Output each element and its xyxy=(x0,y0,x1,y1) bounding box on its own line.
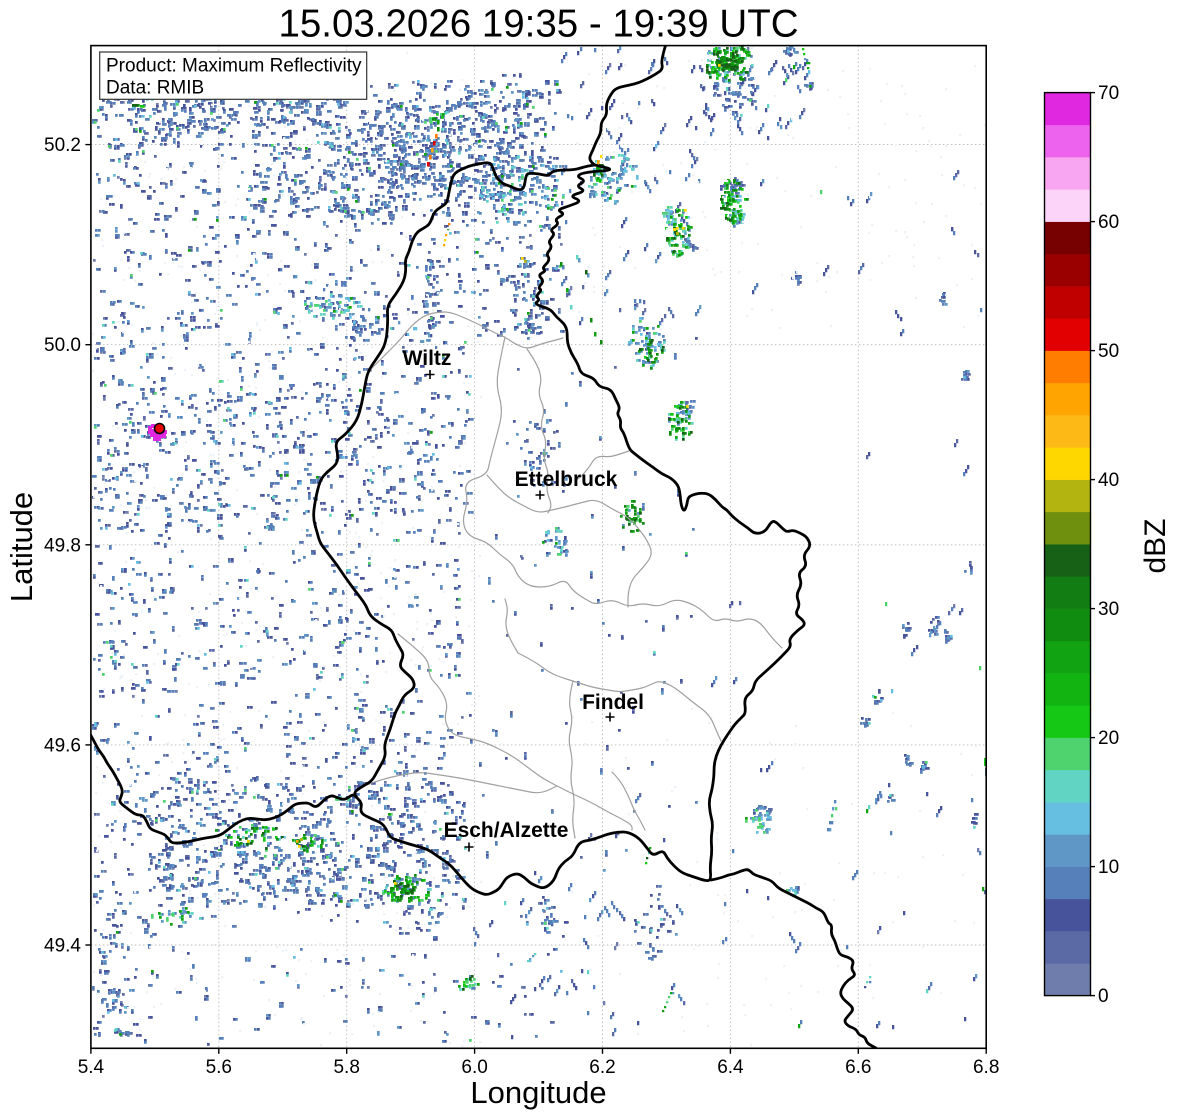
svg-text:6.2: 6.2 xyxy=(589,1057,615,1078)
svg-text:49.4: 49.4 xyxy=(44,936,81,957)
svg-text:6.4: 6.4 xyxy=(717,1057,744,1078)
svg-text:Ettelbruck: Ettelbruck xyxy=(515,468,618,491)
svg-text:Data: RMIB: Data: RMIB xyxy=(106,78,204,99)
svg-text:5.8: 5.8 xyxy=(333,1057,359,1078)
svg-text:50.0: 50.0 xyxy=(44,335,81,356)
svg-text:50: 50 xyxy=(1098,341,1119,362)
svg-text:49.6: 49.6 xyxy=(44,735,81,756)
svg-text:49.8: 49.8 xyxy=(44,535,81,556)
svg-text:6.8: 6.8 xyxy=(973,1057,999,1078)
svg-text:30: 30 xyxy=(1098,599,1119,620)
svg-text:10: 10 xyxy=(1098,857,1119,878)
svg-text:0: 0 xyxy=(1098,986,1109,1007)
svg-text:Product: Maximum Reflectivity: Product: Maximum Reflectivity xyxy=(106,56,362,77)
svg-text:50.2: 50.2 xyxy=(44,135,81,156)
svg-text:Wiltz: Wiltz xyxy=(403,347,452,370)
svg-text:60: 60 xyxy=(1098,212,1119,233)
svg-text:Latitude: Latitude xyxy=(4,492,39,602)
svg-text:5.4: 5.4 xyxy=(78,1057,105,1078)
svg-text:15.03.2026 19:35 - 19:39 UTC: 15.03.2026 19:35 - 19:39 UTC xyxy=(278,3,798,46)
svg-text:5.6: 5.6 xyxy=(206,1057,232,1078)
svg-text:Findel: Findel xyxy=(582,691,644,714)
svg-text:6.0: 6.0 xyxy=(461,1057,487,1078)
svg-text:70: 70 xyxy=(1098,83,1119,104)
svg-text:40: 40 xyxy=(1098,470,1119,491)
svg-text:dBZ: dBZ xyxy=(1139,518,1172,573)
svg-text:Longitude: Longitude xyxy=(470,1075,606,1110)
svg-text:20: 20 xyxy=(1098,728,1119,749)
svg-text:6.6: 6.6 xyxy=(845,1057,871,1078)
svg-text:Esch/Alzette: Esch/Alzette xyxy=(444,819,569,842)
